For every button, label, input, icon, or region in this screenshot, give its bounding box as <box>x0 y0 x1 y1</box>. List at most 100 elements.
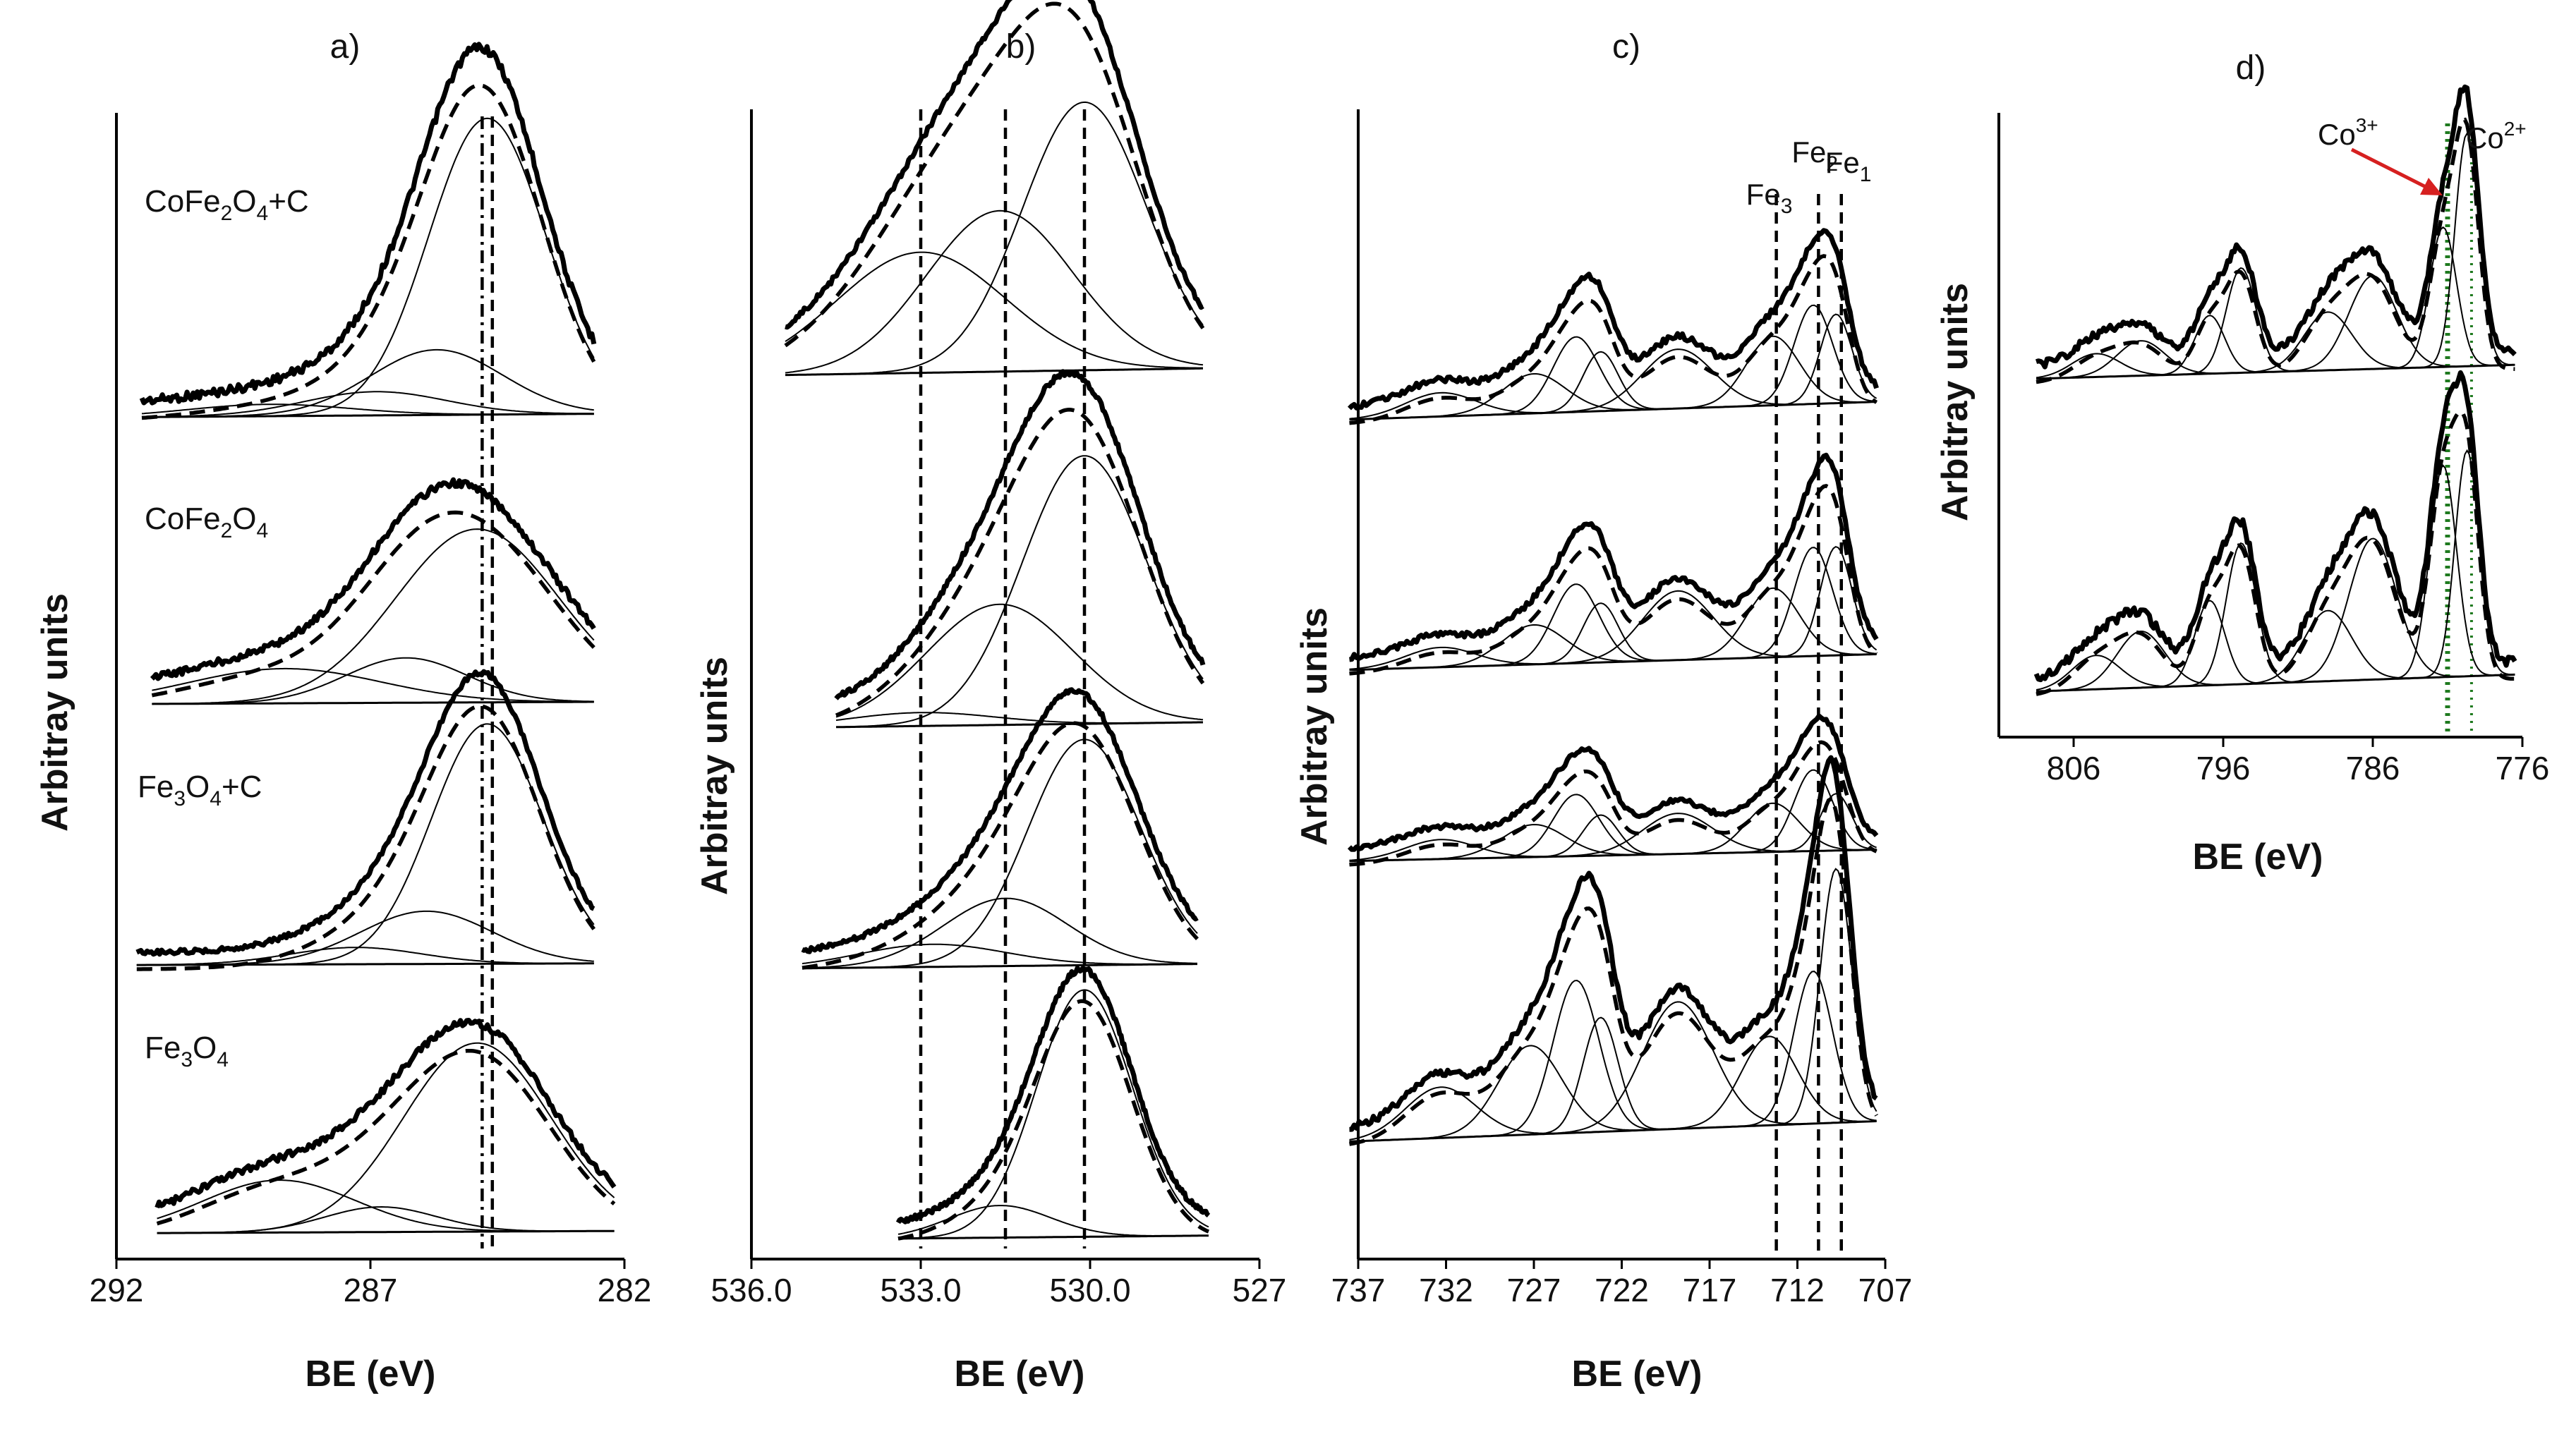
experimental-spectrum <box>135 669 595 957</box>
experimental-spectrum <box>1347 713 1879 852</box>
sample-label-fe3o4-c-tail: +C <box>222 770 262 804</box>
fit-component <box>1349 1016 1877 1143</box>
fit-component <box>1349 1045 1877 1143</box>
x-tick-label: 737 <box>1331 1272 1386 1308</box>
panel-a-title: a) <box>330 28 361 66</box>
x-tick-label: 806 <box>2047 750 2101 786</box>
fit-component <box>2036 311 2515 379</box>
sample-label-cofe2o4-c-tail: +C <box>268 184 308 219</box>
experimental-spectrum <box>1349 755 1878 1132</box>
sample-label-fe3o4-c-mid: O <box>186 770 210 804</box>
fit-envelope <box>1349 254 1878 425</box>
sample-label-fe3o4-sub1: 3 <box>181 1048 193 1071</box>
fit-component <box>1349 391 1877 420</box>
sample-label-cofe2o4-c-main: CoFe <box>145 184 221 219</box>
experimental-spectrum <box>801 687 1199 954</box>
panel-d-reference-lines <box>2445 123 2473 734</box>
fit-component <box>2036 537 2515 693</box>
fit-envelope <box>1349 483 1878 676</box>
sample-label-cofe2o4-sub2: 4 <box>257 519 269 542</box>
x-tick-label: 282 <box>598 1272 652 1308</box>
experimental-spectrum <box>150 477 596 681</box>
fit-component <box>1349 868 1877 1143</box>
fit-component <box>157 1042 615 1234</box>
fit-envelope <box>2036 117 2515 384</box>
sample-label-cofe2o4-c-sub1: 2 <box>221 202 233 225</box>
panel-c-ticks: 737 732 727 722 717 712 707 <box>1331 1259 1913 1308</box>
fit-component <box>152 528 595 705</box>
fit-component <box>1349 590 1877 671</box>
fit-component <box>142 348 594 418</box>
sample-label-cofe2o4-mid: O <box>232 502 256 536</box>
fit-component <box>1349 624 1877 671</box>
panel-a-curves <box>135 42 617 1234</box>
co3-arrowhead <box>2420 178 2443 195</box>
peak-label-fe1: Fe1 <box>1825 146 1872 186</box>
fit-component <box>1349 335 1877 420</box>
x-tick-label: 776 <box>2496 750 2550 786</box>
peak-label-fe2: Fe2 <box>1791 135 1838 176</box>
panel-c: c) Arbitray units 737 732 727 722 717 712 707 … <box>1294 28 1912 1394</box>
x-tick-label: 527 <box>1233 1272 1287 1308</box>
panel-d-xlabel: BE (eV) <box>2193 837 2323 877</box>
x-tick-label: 533.0 <box>880 1272 961 1308</box>
co3-label-main: Co <box>2318 118 2356 151</box>
sample-label-cofe2o4-c: CoFe2O4+C <box>145 184 309 225</box>
fit-envelope <box>802 721 1199 970</box>
panel-a-ticks: 292 287 282 <box>90 1259 652 1308</box>
panel-b-reference-lines <box>919 109 1087 1248</box>
panel-b-ylabel: Arbitray units <box>694 657 735 895</box>
sample-label-cofe2o4-main: CoFe <box>145 502 221 536</box>
fit-component <box>1349 1086 1877 1141</box>
panel-d-curves <box>2033 84 2517 696</box>
fit-component <box>136 947 594 966</box>
panel-c-ylabel: Arbitray units <box>1294 607 1335 846</box>
panel-a-xlabel: BE (eV) <box>306 1354 436 1394</box>
fit-component <box>157 1179 615 1232</box>
panel-d-ticks: 806 796 786 776 <box>2047 737 2550 786</box>
fit-component <box>2036 655 2515 691</box>
panel-d: d) Arbitray units 806 796 786 776 BE (eV) C… <box>1935 49 2549 877</box>
sample-label-fe3o4-c-sub1: 3 <box>174 787 186 810</box>
sample-label-fe3o4: Fe3O4 <box>145 1031 229 1071</box>
x-tick-label: 796 <box>2196 750 2251 786</box>
peak-label-fe3: Fe3 <box>1746 178 1793 218</box>
x-tick-label: 727 <box>1507 1272 1561 1308</box>
x-tick-label: 786 <box>2346 750 2400 786</box>
fit-component <box>152 667 594 703</box>
fit-component <box>152 657 594 705</box>
panel-b-ticks: 536.0 533.0 530.0 527 <box>710 1259 1286 1308</box>
fit-component <box>1349 587 1877 671</box>
fit-component <box>1349 336 1877 420</box>
x-tick-label: 287 <box>344 1272 398 1308</box>
fit-component <box>1349 646 1877 670</box>
panel-d-title: d) <box>2236 49 2266 87</box>
experimental-spectrum <box>1349 452 1879 662</box>
co3-label-sup: 3+ <box>2356 114 2378 136</box>
fit-component <box>141 391 594 418</box>
sample-label-cofe2o4: CoFe2O4 <box>145 502 268 542</box>
x-tick-label: 707 <box>1858 1272 1913 1308</box>
x-tick-label: 717 <box>1683 1272 1737 1308</box>
x-tick-label: 712 <box>1770 1272 1825 1308</box>
panel-b-xlabel: BE (eV) <box>955 1354 1085 1394</box>
fit-envelope <box>136 704 596 971</box>
fit-component <box>835 603 1204 721</box>
sample-label-fe3o4-mid: O <box>193 1031 217 1065</box>
co3-label: Co3+ <box>2318 114 2378 151</box>
sample-label-cofe2o4-c-mid: O <box>232 184 256 219</box>
fit-envelope <box>2036 409 2515 696</box>
panel-c-title: c) <box>1612 28 1640 66</box>
fit-component <box>136 910 594 966</box>
fit-envelope <box>1349 740 1877 867</box>
panel-a-ylabel: Arbitray units <box>35 593 75 832</box>
panel-b: b) Arbitray units 536.0 533.0 530.0 527 BE … <box>694 0 1286 1394</box>
sample-label-fe3o4-c-sub2: 4 <box>210 787 222 810</box>
fit-envelope <box>156 1048 616 1226</box>
co2-label-main: Co <box>2466 121 2504 154</box>
experimental-spectrum <box>834 369 1206 700</box>
panel-a: a) Arbitray units 292 287 282 BE (eV) CoFe… <box>35 28 651 1394</box>
experimental-spectrum <box>785 0 1204 330</box>
sample-label-fe3o4-c: Fe3O4+C <box>138 770 262 810</box>
